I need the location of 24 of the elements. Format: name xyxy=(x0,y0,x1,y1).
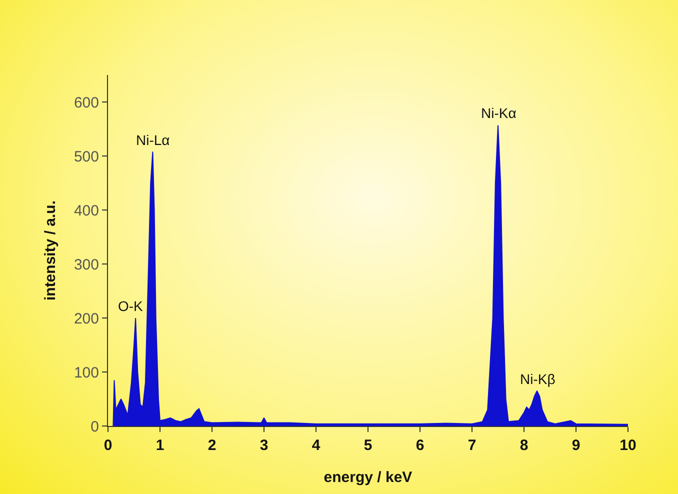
x-tick-label: 9 xyxy=(572,437,580,454)
annotation: Ni-Kα xyxy=(481,105,516,121)
x-tick-label: 6 xyxy=(416,437,424,454)
x-tick-label: 8 xyxy=(520,437,528,454)
x-tick-label: 0 xyxy=(104,437,112,454)
y-tick-label: 0 xyxy=(90,418,99,436)
x-axis-title: energy / keV xyxy=(324,469,412,486)
x-tick-label: 7 xyxy=(468,437,476,454)
x-tick-label: 5 xyxy=(364,437,372,454)
annotation: O-K xyxy=(118,298,144,314)
x-tick-label: 3 xyxy=(260,437,268,454)
y-tick-label: 100 xyxy=(74,364,99,382)
y-tick-label: 500 xyxy=(74,148,99,166)
y-tick-label: 300 xyxy=(74,256,99,274)
x-tick-label: 10 xyxy=(620,437,636,454)
y-tick-label: 200 xyxy=(74,310,99,328)
annotation: Ni-Kβ xyxy=(520,371,556,387)
y-tick-label: 600 xyxy=(74,94,99,112)
y-tick-label: 400 xyxy=(74,202,99,220)
annotation: Ni-Lα xyxy=(136,132,170,148)
x-tick-label: 2 xyxy=(208,437,216,454)
x-tick-label: 1 xyxy=(156,437,164,454)
y-axis-title: intensity / a.u. xyxy=(42,200,60,301)
x-tick-label: 4 xyxy=(312,437,321,454)
